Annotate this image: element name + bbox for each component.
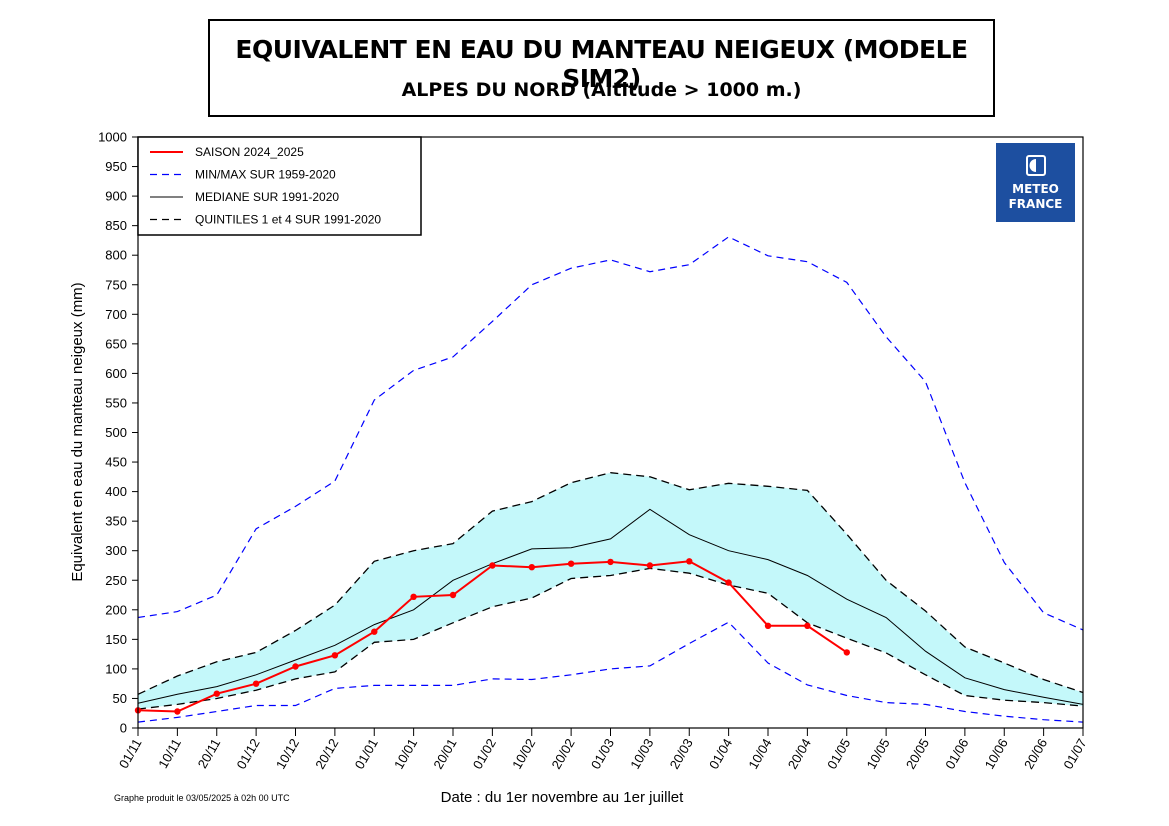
y-tick-label: 0: [120, 721, 127, 736]
x-tick-label: 10/04: [745, 736, 774, 772]
x-tick-label: 01/03: [588, 736, 617, 772]
legend-label: MIN/MAX SUR 1959-2020: [195, 168, 336, 182]
minmax-max-line: [137, 236, 1084, 631]
y-tick-label: 100: [105, 661, 127, 676]
legend-label: QUINTILES 1 et 4 SUR 1991-2020: [195, 213, 381, 227]
y-tick-label: 950: [105, 159, 127, 174]
y-tick-label: 150: [105, 632, 127, 647]
x-tick-label: 10/03: [627, 736, 656, 772]
season-point: [292, 663, 299, 670]
y-tick-label: 50: [113, 691, 127, 706]
y-tick-label: 350: [105, 514, 127, 529]
y-tick-label: 700: [105, 307, 127, 322]
chart-title: EQUIVALENT EN EAU DU MANTEAU NEIGEUX (MO…: [235, 35, 968, 93]
y-tick-label: 250: [105, 573, 127, 588]
legend-label: MEDIANE SUR 1991-2020: [195, 190, 339, 204]
quintile-band-area: [138, 472, 1083, 710]
logo-emblem-half: [1029, 159, 1036, 172]
footnote: Graphe produit le 03/05/2025 à 02h 00 UT…: [114, 793, 290, 803]
logo-line1: METEO: [1012, 182, 1059, 196]
y-tick-label: 400: [105, 484, 127, 499]
chart-subtitle: ALPES DU NORD (Altitude > 1000 m.): [401, 79, 802, 101]
x-tick-label: 01/12: [233, 736, 262, 772]
x-tick-label: 10/02: [509, 736, 538, 772]
season-point: [567, 560, 575, 567]
quintile-band: [138, 472, 1083, 710]
x-tick-label: 10/05: [863, 736, 892, 772]
y-tick-label: 500: [105, 425, 127, 440]
y-tick-label: 850: [105, 218, 127, 233]
minmax-min-line: [137, 621, 1084, 723]
x-tick-label: 20/02: [548, 736, 577, 772]
x-axis-title: Date : du 1er novembre au 1er juillet: [441, 789, 684, 806]
legend-label: SAISON 2024_2025: [195, 145, 304, 159]
season-point: [764, 622, 772, 629]
y-tick-label: 900: [105, 189, 127, 204]
y-tick-label: 800: [105, 248, 127, 263]
season-point: [725, 579, 732, 586]
x-tick-label: 20/11: [195, 736, 224, 771]
x-tick-label: 01/06: [942, 736, 971, 772]
y-tick-label: 750: [105, 277, 127, 292]
season-point: [804, 622, 811, 629]
x-tick-label: 01/01: [352, 736, 381, 772]
x-tick-label: 01/02: [470, 736, 499, 772]
x-tick-label: 20/12: [312, 736, 341, 772]
season-point: [843, 649, 850, 656]
season-point: [686, 558, 693, 565]
x-tick-label: 20/01: [430, 736, 459, 772]
season-point: [410, 593, 417, 600]
x-tick-label: 20/03: [667, 736, 696, 772]
logo-line2: FRANCE: [1009, 197, 1063, 211]
y-tick-label: 600: [105, 366, 127, 381]
y-tick-label: 550: [105, 395, 127, 410]
title-box: EQUIVALENT EN EAU DU MANTEAU NEIGEUX (MO…: [208, 19, 995, 117]
season-point: [331, 652, 339, 659]
y-tick-label: 200: [105, 602, 127, 617]
season-point: [252, 680, 260, 687]
x-tick-label: 20/05: [903, 736, 932, 772]
x-tick-label: 10/06: [982, 736, 1011, 772]
x-tick-label: 20/04: [785, 736, 814, 772]
quintile-q4-line: [137, 472, 1084, 695]
season-point: [646, 562, 654, 569]
y-tick-label: 450: [105, 455, 127, 470]
logo-emblem: [1026, 155, 1046, 176]
legend-box: [137, 136, 422, 236]
season-point: [528, 564, 535, 571]
x-tick-label: 01/07: [1060, 736, 1089, 772]
x-tick-label: 20/06: [1021, 736, 1050, 772]
season-point: [174, 708, 181, 715]
season-point: [371, 628, 378, 635]
x-tick-label: 10/11: [155, 736, 184, 771]
x-tick-label: 01/05: [824, 736, 853, 772]
series-lines: [134, 236, 1084, 723]
season-point: [489, 562, 496, 569]
season-point: [607, 558, 614, 566]
y-axis-title: Equivalent en eau du manteau neigeux (mm…: [69, 282, 86, 581]
y-tick-label: 1000: [98, 130, 127, 145]
season-point: [449, 591, 457, 599]
quintile-q1-line: [137, 567, 1084, 710]
x-tick-label: 01/11: [116, 736, 145, 771]
legend: SAISON 2024_2025 MIN/MAX SUR 1959-2020 MED…: [137, 136, 422, 236]
y-tick-label: 300: [105, 543, 127, 558]
x-tick-label: 01/04: [706, 736, 735, 772]
season-point: [213, 690, 220, 697]
y-tick-label: 650: [105, 336, 127, 351]
median-line: [137, 508, 1084, 705]
x-tick-label: 10/01: [391, 736, 420, 772]
x-tick-label: 10/12: [273, 736, 302, 772]
